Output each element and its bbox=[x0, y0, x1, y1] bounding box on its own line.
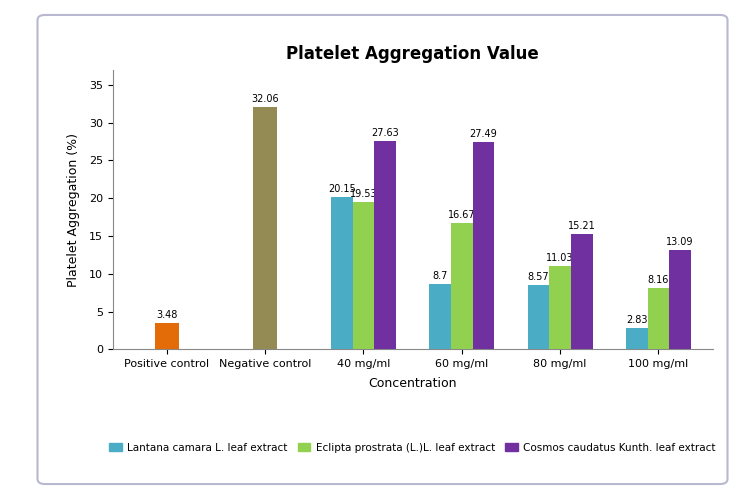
Y-axis label: Platelet Aggregation (%): Platelet Aggregation (%) bbox=[68, 133, 80, 286]
Text: 8.57: 8.57 bbox=[527, 271, 549, 281]
Text: 27.49: 27.49 bbox=[470, 129, 497, 139]
Text: 19.53: 19.53 bbox=[350, 189, 377, 199]
Bar bbox=[331, 197, 352, 349]
Bar bbox=[669, 250, 691, 349]
Bar bbox=[626, 328, 647, 349]
Bar bbox=[374, 141, 396, 349]
Text: 27.63: 27.63 bbox=[371, 128, 399, 138]
Text: 8.7: 8.7 bbox=[432, 270, 448, 280]
Title: Platelet Aggregation Value: Platelet Aggregation Value bbox=[286, 45, 538, 63]
Text: 11.03: 11.03 bbox=[546, 253, 574, 263]
Text: 8.16: 8.16 bbox=[648, 274, 669, 284]
Bar bbox=[154, 323, 178, 349]
Text: 13.09: 13.09 bbox=[666, 238, 694, 248]
X-axis label: Concentration: Concentration bbox=[368, 377, 457, 390]
Bar bbox=[352, 202, 374, 349]
Text: 16.67: 16.67 bbox=[448, 211, 476, 221]
Text: 15.21: 15.21 bbox=[568, 222, 596, 232]
Bar bbox=[253, 107, 277, 349]
Bar bbox=[527, 284, 549, 349]
Text: 2.83: 2.83 bbox=[626, 315, 647, 325]
Bar bbox=[429, 283, 451, 349]
Legend: Lantana camara L. leaf extract, Eclipta prostrata (L.)L. leaf extract, Cosmos ca: Lantana camara L. leaf extract, Eclipta … bbox=[105, 438, 720, 457]
Bar bbox=[549, 266, 571, 349]
Bar bbox=[571, 235, 592, 349]
Bar bbox=[472, 142, 494, 349]
Text: 3.48: 3.48 bbox=[156, 310, 177, 320]
Text: 32.06: 32.06 bbox=[251, 94, 279, 104]
Bar bbox=[647, 287, 669, 349]
Text: 20.15: 20.15 bbox=[328, 184, 356, 194]
Bar bbox=[451, 224, 472, 349]
